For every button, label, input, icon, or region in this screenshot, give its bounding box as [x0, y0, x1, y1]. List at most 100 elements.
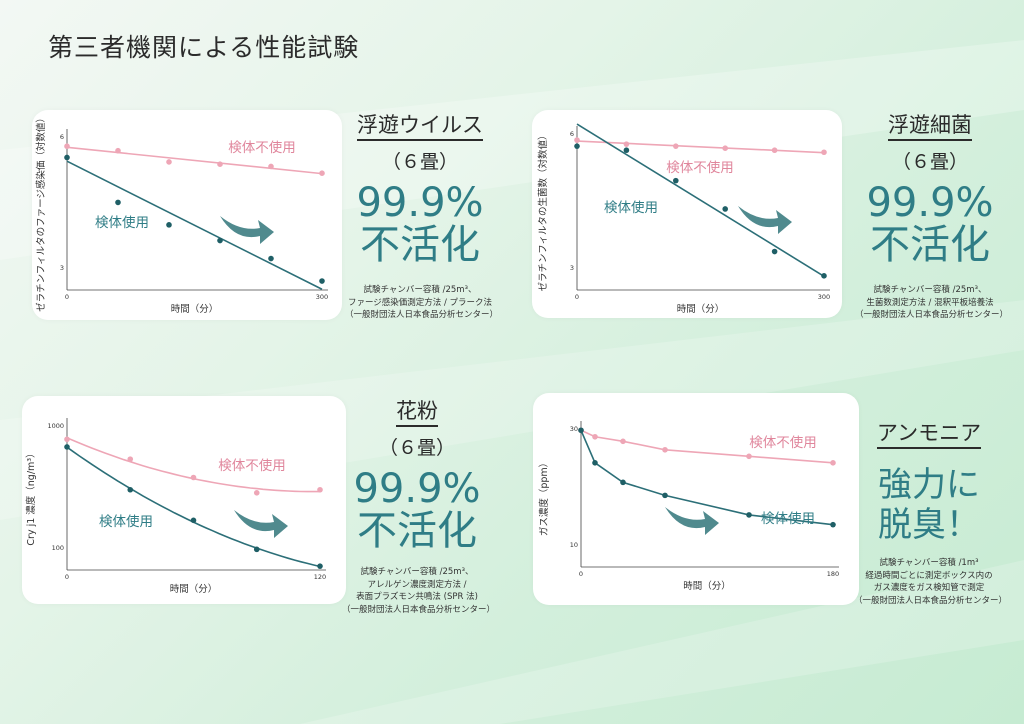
result-text: 99.9% 不活化: [345, 182, 495, 266]
result-line: 99.9%: [353, 466, 481, 512]
data-point: [821, 149, 827, 156]
x-tick-label: 0: [65, 573, 69, 581]
y-tick-label: 3: [60, 264, 64, 272]
x-axis-label: 時間（分）: [170, 583, 218, 595]
data-point: [722, 206, 728, 212]
test-notes: 試験チャンバー容積 /25m³、 生菌数測定方法 / 混釈平板培養法 （一般財団…: [855, 284, 1008, 322]
data-point: [746, 453, 752, 460]
result-text: 99.9% 不活化: [342, 468, 492, 552]
data-point: [64, 436, 70, 443]
data-point: [592, 460, 598, 466]
data-point: [592, 433, 598, 440]
data-point: [319, 170, 325, 176]
result-line: 不活化: [360, 222, 480, 268]
trend-arrow-icon: [665, 507, 719, 535]
x-axis-label: 時間（分）: [171, 303, 219, 315]
note-line: アレルゲン濃度測定方法 /: [367, 579, 467, 590]
data-point: [746, 512, 752, 518]
data-point: [673, 177, 679, 184]
note-line: 経過時間ごとに測定ボックス内の: [865, 570, 993, 581]
data-point: [64, 143, 70, 150]
info-subtitle: （６畳）: [378, 437, 455, 459]
data-point: [620, 438, 626, 445]
data-point: [217, 237, 223, 244]
series-label: 検体不使用: [666, 159, 734, 176]
data-point: [662, 446, 668, 453]
y-tick-label: 100: [52, 544, 64, 552]
y-tick-label: 30: [570, 425, 578, 433]
y-axis-label: Cry j1 濃度（ng/m³）: [25, 448, 37, 545]
data-point: [115, 147, 121, 154]
trend-arrow-icon: [234, 510, 288, 538]
note-line: 表面プラズモン共鳴法 (SPR 法): [356, 592, 478, 602]
series-line: [580, 429, 834, 526]
y-tick-label: 6: [570, 130, 574, 138]
note-line: ガス濃度をガス検知管で測定: [873, 583, 985, 593]
chart-card-virus: 6 3 0 300 時間（分） ゼラチンフィルタのファージ感染価（対数値） 検体不使用 検体使…: [32, 110, 342, 320]
data-point: [623, 147, 630, 154]
note-line: 生菌数測定方法 / 混釈平板培養法: [866, 297, 994, 308]
data-point: [217, 161, 223, 168]
data-point: [64, 444, 70, 450]
x-tick-label: 0: [65, 293, 69, 301]
note-line: ファージ感染価測定方法 / プラーク法: [347, 297, 493, 308]
data-point: [574, 137, 580, 143]
y-axis-label: ゼラチンフィルタのファージ感染価（対数値）: [35, 113, 47, 312]
trend-arrow-icon: [220, 216, 274, 244]
trend-arrow-icon: [738, 206, 792, 234]
x-tick-label: 0: [575, 293, 579, 301]
data-point: [673, 143, 679, 149]
data-point: [190, 517, 197, 524]
chart-card-bacteria: 6 3 0 300 時間（分） ゼラチンフィルタの生菌数（対数値） 検体不使用 検体使用: [532, 110, 842, 318]
series-label: 検体不使用: [218, 457, 286, 474]
result-line: 99.9%: [866, 180, 994, 226]
y-axis-label: ガス濃度（ppm）: [538, 458, 550, 536]
data-point: [268, 163, 274, 170]
series-label: 検体不使用: [749, 434, 817, 451]
info-title: 浮遊細菌: [888, 112, 972, 141]
info-subtitle: （６畳）: [381, 151, 458, 173]
note-line: （一般財団法人日本食品分析センター）: [345, 310, 499, 320]
test-notes: 試験チャンバー容積 /25m³、 ファージ感染価測定方法 / プラーク法 （一般…: [345, 284, 499, 322]
data-point: [166, 222, 172, 228]
series-label: 検体不使用: [228, 139, 296, 156]
x-axis-label: 時間（分）: [683, 580, 731, 592]
result-line: 99.9%: [356, 180, 484, 226]
note-line: 試験チャンバー容積 /25m³、: [360, 567, 474, 577]
data-point: [64, 154, 70, 161]
data-point: [620, 479, 626, 486]
note-line: （一般財団法人日本食品分析センター）: [342, 604, 496, 615]
y-tick-label: 3: [570, 264, 574, 272]
data-point: [771, 147, 778, 154]
page-title: 第三者機関による性能試験: [48, 33, 360, 62]
y-tick-label: 6: [60, 133, 64, 141]
data-point: [722, 145, 728, 152]
result-line: 不活化: [357, 508, 477, 554]
data-point: [166, 159, 172, 165]
data-point: [623, 141, 630, 147]
x-tick-label: 300: [818, 293, 830, 301]
x-tick-label: 120: [314, 573, 326, 581]
result-text: 99.9% 不活化: [855, 182, 1005, 266]
y-tick-label: 10: [570, 541, 578, 549]
info-pollen: 花粉 （６畳） 99.9% 不活化 試験チャンバー容積 /25m³、 アレルゲン…: [342, 398, 496, 616]
info-ammonia: アンモニア 強力に 脱臭！ 試験チャンバー容積 /1m³ 経過時間ごとに測定ボッ…: [854, 420, 1007, 607]
data-point: [127, 456, 134, 462]
data-point: [317, 563, 323, 569]
result-line: 脱臭！: [878, 505, 980, 545]
chart-card-ammonia: 30 10 0 180 時間（分） ガス濃度（ppm） 検体不使用 検体使用: [533, 393, 859, 605]
result-line: 不活化: [870, 222, 990, 268]
x-axis-label: 時間（分）: [677, 303, 725, 315]
data-point: [771, 248, 778, 255]
trend-line: [576, 140, 825, 154]
data-point: [821, 273, 827, 279]
data-point: [115, 199, 121, 206]
data-point: [830, 460, 836, 466]
info-virus: 浮遊ウイルス （６畳） 99.9% 不活化 試験チャンバー容積 /25m³、 フ…: [345, 112, 499, 322]
note-line: 試験チャンバー容積 /1m³: [879, 558, 979, 568]
info-title: 浮遊ウイルス: [357, 112, 483, 141]
trend-line: [66, 160, 323, 290]
